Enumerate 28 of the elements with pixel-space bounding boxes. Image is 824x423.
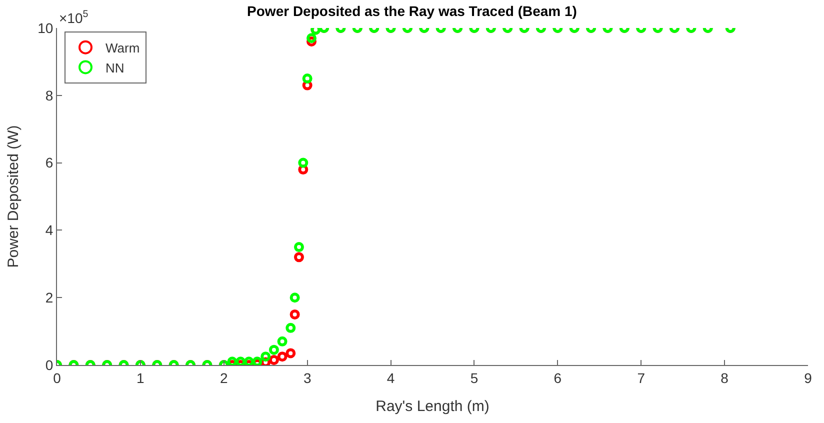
y-tick-label: 4 [45,222,54,238]
x-axis-title: Ray's Length (m) [376,398,490,415]
x-tick-label: 2 [220,370,228,386]
point [277,336,288,346]
legend-label: Warm [106,40,140,56]
y-tick-label: 6 [45,154,54,171]
y-tick-label: 0 [45,356,54,373]
legend-label: NN [106,60,124,76]
text: ×10$^{5}$ [59,9,89,26]
x-tick-label: 3 [303,370,312,386]
x-tick-label: 4 [386,370,395,386]
y-axis-title: Power Deposited (W) [4,125,22,268]
x-tick-label: 7 [637,370,646,386]
x-tick-label: 5 [470,370,478,386]
point [294,242,304,252]
x-tick-label: 6 [554,370,562,386]
x-tick-label: 1 [136,370,145,386]
y-tick-label: 10 [38,20,54,36]
y-tick-label: 2 [45,290,54,306]
point [298,158,308,168]
x-tick-label: 8 [720,370,729,386]
chart-title: Power Deposited as the Ray was Traced (Beam 1) [247,3,577,20]
point [290,309,300,320]
point [286,322,296,333]
x-tick-label: 9 [804,370,812,386]
y-tick-label: 8 [45,87,54,104]
point [294,252,304,262]
point [290,292,300,303]
